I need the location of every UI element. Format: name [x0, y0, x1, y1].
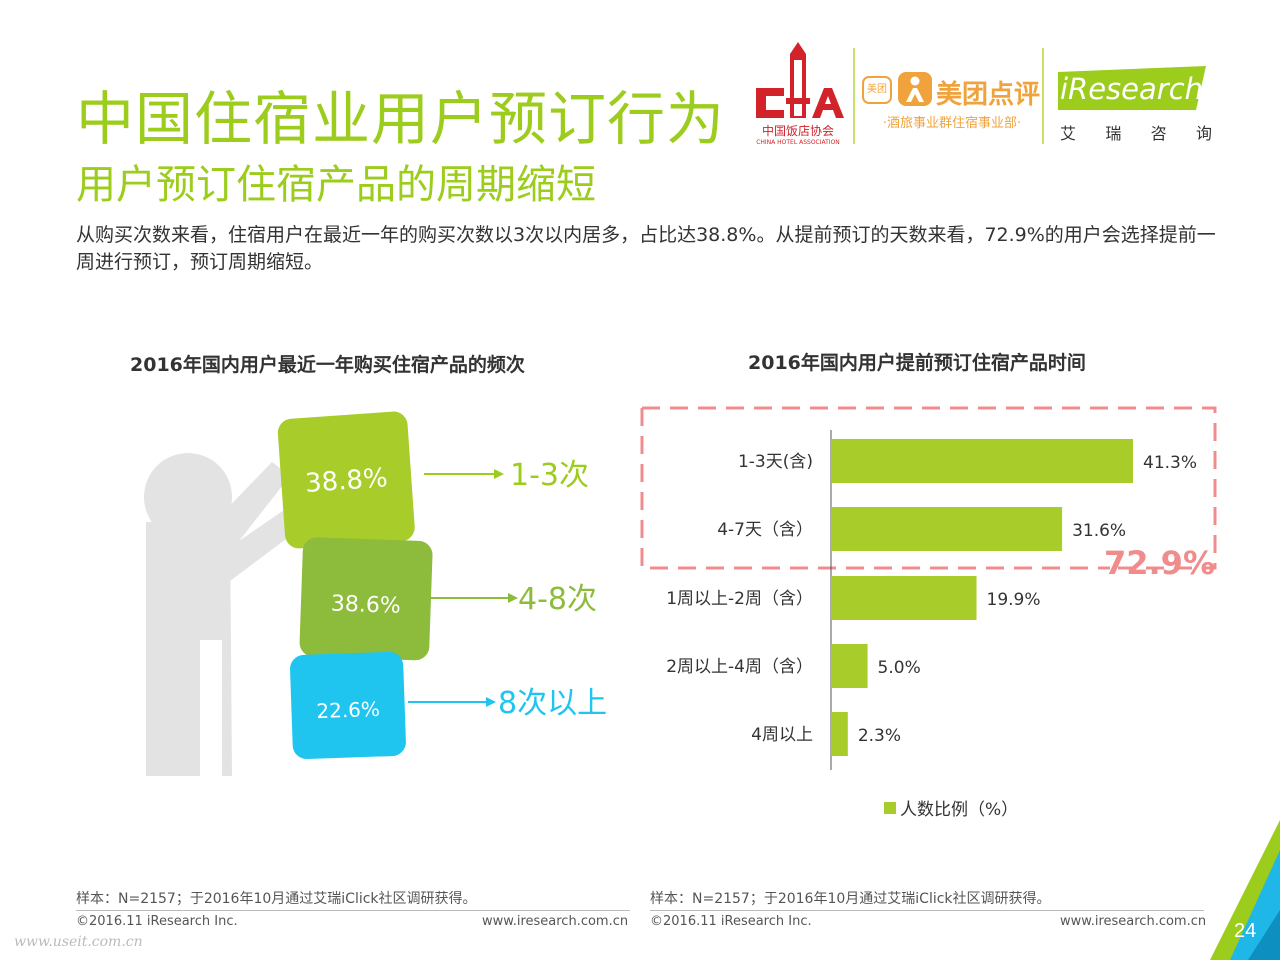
dianping-person-icon	[898, 72, 932, 106]
booking-bar	[831, 439, 1133, 483]
iresearch-cn: 艾 瑞 咨 询	[1060, 120, 1212, 144]
iresearch-bg-icon	[1058, 66, 1206, 110]
logo-divider	[1042, 48, 1044, 144]
chart-right-title: 2016年国内用户提前预订住宿产品时间	[748, 352, 1086, 374]
logo-divider	[853, 48, 855, 144]
advance-booking-chart: 41.3% 1-3天(含) 31.6% 4-7天（含） 19.9% 1周以上-2周（含） 5…	[640, 406, 1217, 820]
url-left[interactable]: www.iresearch.com.cn	[482, 914, 629, 929]
meituan-subtitle: ·酒旅事业群住宿事业部·	[882, 116, 1022, 131]
frequency-block: 38.6%	[299, 537, 433, 661]
frequency-value-label: 38.8%	[304, 463, 389, 499]
legend-label: 人数比例（%）	[900, 800, 1018, 820]
arrow-head-icon	[486, 697, 496, 707]
page-subtitle: 用户预订住宿产品的周期缩短	[76, 162, 596, 208]
iresearch-cn-char: 咨	[1150, 124, 1167, 143]
booking-category-label: 2周以上-4周（含）	[666, 657, 813, 677]
frequency-category-label: 1-3次	[510, 458, 589, 493]
cha-emblem-icon	[740, 38, 856, 156]
frequency-block-rect	[277, 411, 415, 549]
iresearch-cn-char: 艾	[1060, 124, 1077, 143]
arrow-head-icon	[494, 469, 504, 479]
booking-value-label: 2.3%	[858, 726, 901, 746]
highlight-total-label: 72.9%	[1104, 544, 1215, 582]
booking-bar	[831, 576, 977, 620]
meituan-name: 美团点评	[936, 80, 1041, 110]
iresearch-cn-char: 询	[1195, 124, 1212, 143]
booking-value-label: 5.0%	[878, 658, 921, 678]
booking-bar	[831, 712, 848, 756]
booking-bar	[831, 644, 868, 688]
highlight-box	[640, 406, 1217, 570]
frequency-category-label: 4-8次	[518, 582, 597, 617]
url-right[interactable]: www.iresearch.com.cn	[1060, 914, 1207, 929]
stick-figure-icon	[144, 453, 306, 776]
frequency-block-rect	[290, 651, 406, 760]
frequency-block: 22.6%	[290, 651, 406, 760]
iresearch-cn-char: 瑞	[1105, 124, 1122, 143]
page-number: 24	[1234, 920, 1257, 942]
page-title: 中国住宿业用户预订行为	[76, 85, 726, 153]
purchase-frequency-chart: 38.8% 1-3次 38.6% 4-8次 22.6% 8次以上	[144, 411, 607, 776]
booking-category-label: 1周以上-2周（含）	[666, 589, 813, 609]
meituan-logo: 美团 美团点评 ·酒旅事业群住宿事业部·	[858, 68, 1044, 138]
cha-name-cn: 中国饭店协会	[761, 124, 834, 138]
partner-logos: 中国饭店协会 CHINA HOTEL ASSOCIATION 美团 美团点评 ·…	[740, 38, 1220, 156]
footer-divider	[76, 910, 630, 911]
chart-left-title: 2016年国内用户最近一年购买住宿产品的频次	[130, 354, 525, 376]
summary-text: 从购买次数来看，住宿用户在最近一年的购买次数以3次以内居多，占比达38.8%。从…	[76, 224, 1216, 273]
booking-value-label: 31.6%	[1072, 521, 1126, 541]
legend-swatch	[884, 802, 896, 814]
corner-decoration-icon	[1210, 820, 1280, 960]
booking-category-label: 1-3天(含)	[738, 452, 813, 472]
booking-value-label: 41.3%	[1143, 453, 1197, 473]
footer-divider	[650, 910, 1204, 911]
frequency-value-label: 22.6%	[316, 697, 380, 723]
iresearch-name: iResearch	[1060, 72, 1204, 106]
frequency-category-label: 8次以上	[498, 686, 607, 721]
booking-value-label: 19.9%	[987, 590, 1041, 610]
booking-bar	[831, 507, 1063, 551]
frequency-value-label: 38.6%	[330, 591, 401, 618]
watermark: www.useit.com.cn	[14, 934, 143, 950]
iresearch-logo: iResearch 艾 瑞 咨 询	[1056, 66, 1216, 146]
booking-category-label: 4周以上	[751, 725, 813, 745]
copyright-right: ©2016.11 iResearch Inc.	[650, 914, 812, 929]
cha-name-en: CHINA HOTEL ASSOCIATION	[756, 139, 840, 146]
sample-note-left: 样本：N=2157；于2016年10月通过艾瑞iClick社区调研获得。	[76, 891, 477, 907]
china-hotel-association-logo: 中国饭店协会 CHINA HOTEL ASSOCIATION	[740, 38, 856, 156]
frequency-block: 38.8%	[277, 411, 415, 549]
frequency-block-rect	[299, 537, 433, 661]
arrow-head-icon	[508, 593, 518, 603]
booking-category-label: 4-7天（含）	[717, 520, 813, 540]
copyright-left: ©2016.11 iResearch Inc.	[76, 914, 238, 929]
sample-note-right: 样本：N=2157；于2016年10月通过艾瑞iClick社区调研获得。	[650, 891, 1051, 907]
meituan-badge-icon: 美团	[862, 76, 892, 104]
